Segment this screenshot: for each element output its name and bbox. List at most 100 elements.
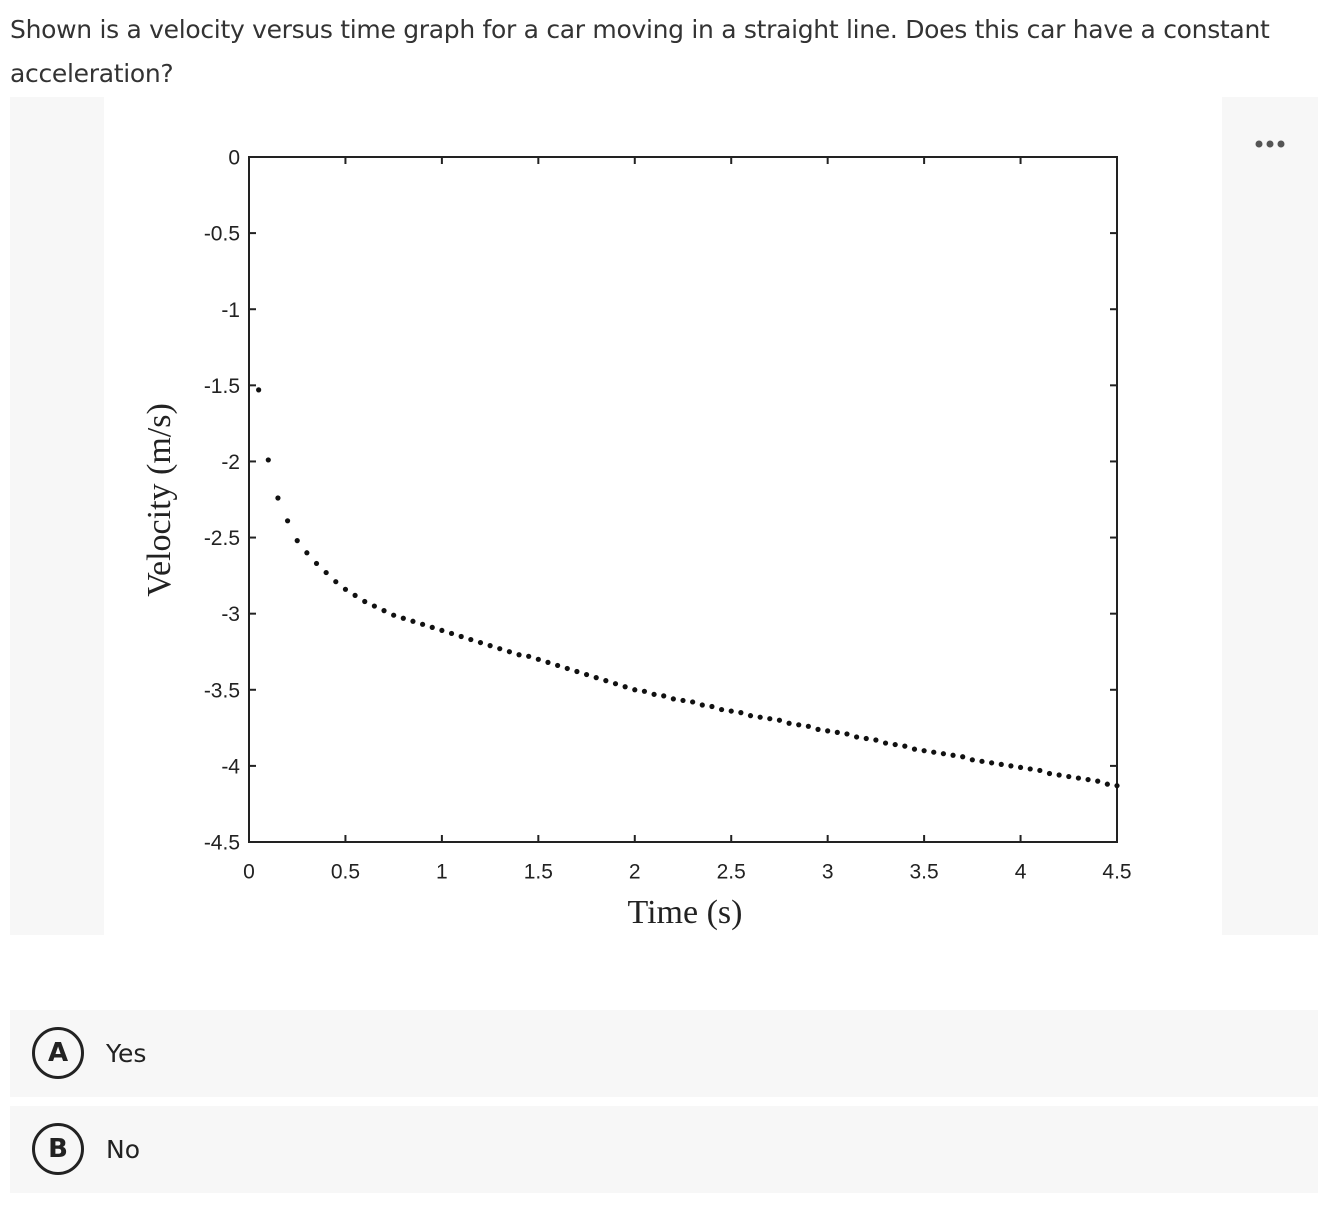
y-tick-label: 0 [228,147,240,170]
data-point [1046,770,1053,777]
data-point [1114,783,1120,789]
data-point [458,633,464,640]
data-point [815,726,821,732]
image-area [104,97,1222,935]
data-point [1085,776,1091,783]
more-menu[interactable] [1255,140,1285,148]
data-point [1037,767,1043,774]
data-point [940,751,947,757]
y-tick-label: -2.5 [204,527,240,550]
data-point [738,710,744,716]
option-letter: A [32,1027,84,1079]
data-point [564,665,570,672]
data-point [420,621,426,627]
data-point [275,495,281,501]
data-point [728,708,734,714]
data-point [1075,775,1082,781]
data-point [468,636,474,643]
data-point [680,697,686,704]
data-point [439,627,445,634]
data-point [844,731,850,737]
chart: Time (s) Velocity (m/s) 0 0.5 1 1.5 2 2.5 3 3.5… [141,140,1285,931]
data-point [1056,772,1062,778]
data-point [757,714,763,720]
x-tick-label: 2 [629,861,641,884]
data-point [477,639,484,646]
data-point [767,716,773,722]
data-point [352,592,358,599]
x-tick-label: 1.5 [524,861,553,884]
data-point [950,752,956,758]
data-point [1066,773,1072,780]
data-point [342,586,349,592]
data-point [718,706,725,713]
x-tick-label: 2.5 [717,861,746,884]
data-point [873,737,879,743]
x-tick-label: 3 [822,861,834,884]
data-point [854,734,860,740]
data-point [535,656,541,662]
data-point [333,579,339,585]
data-point [381,608,387,614]
option-text: Yes [106,1039,147,1068]
data-point [622,684,628,690]
data-point [690,699,696,705]
option[interactable]: B No [10,1106,1318,1193]
data-point [526,653,532,659]
y-tick-label: -3.5 [204,679,240,702]
data-point [902,743,908,749]
data-point [612,681,619,687]
data-point [1027,766,1033,772]
data-point [593,675,599,681]
x-tick-label: 0.5 [331,861,360,884]
data-point [892,741,898,748]
data-point [429,624,435,630]
data-point [574,668,580,675]
data-point [979,758,985,764]
y-tick-label: -0.5 [204,223,240,246]
x-tick-label: 4 [1015,861,1027,884]
data-point [555,662,561,669]
x-axis-label: Time (s) [628,894,743,931]
data-point [284,518,291,524]
y-tick-label: -2 [221,451,240,474]
x-tick-label: 3.5 [910,861,939,884]
data-point [323,569,329,576]
x-tick-label: 4.5 [1102,861,1131,884]
data-point [661,693,667,699]
data-point [583,671,590,678]
y-tick-label: -1 [221,299,240,322]
plot-frame [248,156,1118,843]
data-point [825,728,831,734]
data-point [545,659,551,665]
y-tick-label: -1.5 [204,375,240,398]
data-point [313,560,320,567]
data-point [747,713,754,719]
data-point [911,746,918,752]
data-point [805,723,811,729]
data-point [294,538,300,544]
data-point [516,652,522,658]
data-point [863,735,869,742]
data-point [969,757,975,763]
x-tick-label: 0 [243,861,255,884]
y-tick-label: -3 [221,603,240,626]
data-point [670,696,676,702]
data-point [834,729,840,736]
data-point [506,649,512,655]
data-point [410,618,416,624]
y-tick-label: -4 [221,755,240,778]
option-text: No [106,1135,140,1164]
data-point [931,749,937,755]
data-point [998,761,1004,767]
data-point [400,615,406,621]
data-point [362,598,368,605]
data-point [265,457,271,463]
data-point [391,612,397,618]
data-point [641,688,648,694]
question-text: Shown is a velocity versus time graph fo… [10,15,1270,88]
option[interactable]: A Yes [10,1010,1318,1097]
y-tick-label: -4.5 [204,832,240,855]
data-point [651,691,657,697]
